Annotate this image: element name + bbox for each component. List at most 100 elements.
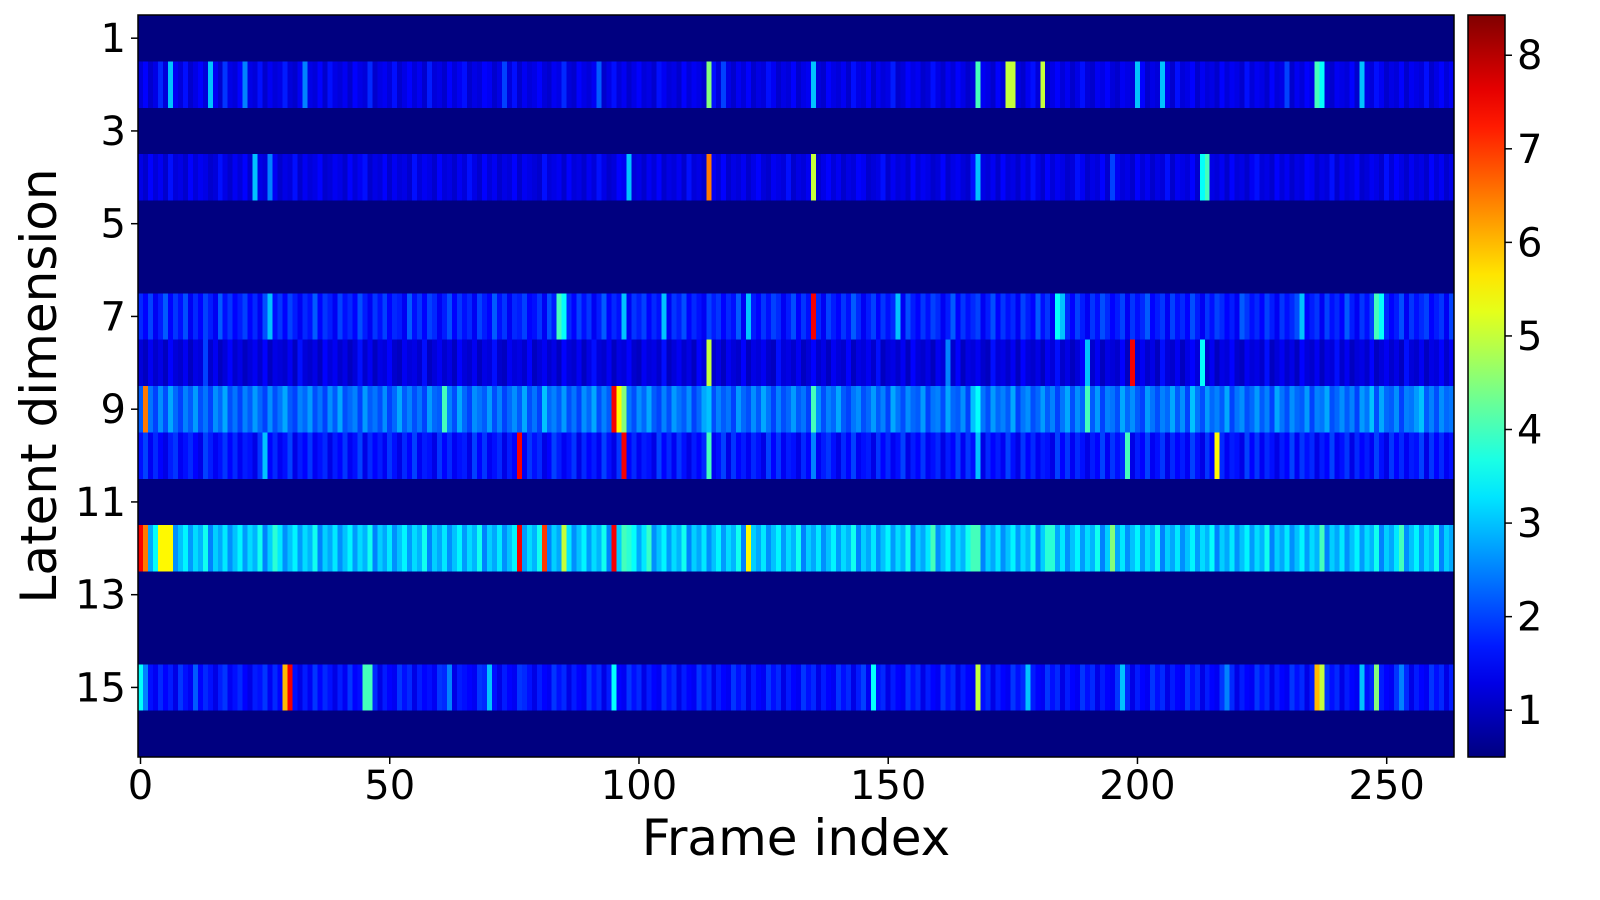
heat-cell: [1234, 61, 1241, 109]
heat-cell: [437, 107, 443, 155]
heat-cell: [855, 617, 862, 665]
heat-cell: [776, 293, 782, 341]
heat-cell: [1120, 710, 1126, 758]
heat-cell: [820, 293, 827, 341]
heat-cell: [626, 200, 632, 248]
heat-cell: [1219, 246, 1226, 294]
heat-cell: [845, 432, 852, 480]
heat-cell: [1324, 432, 1330, 480]
heat-cell: [192, 246, 199, 294]
heat-cell: [786, 525, 792, 572]
heat-cell: [1319, 154, 1325, 201]
heat-cell: [521, 525, 528, 572]
heat-cell: [1369, 107, 1375, 155]
heat-cell: [751, 710, 757, 758]
heat-cell: [716, 107, 722, 155]
heat-cell: [1289, 61, 1295, 109]
heat-cell: [212, 617, 219, 665]
heat-cell: [746, 617, 752, 665]
heat-cell: [1234, 617, 1241, 665]
heat-cell: [551, 478, 558, 526]
heat-cell: [432, 246, 438, 294]
heat-cell: [840, 339, 847, 387]
heat-cell: [870, 107, 877, 155]
heat-cell: [471, 478, 478, 526]
heat-cell: [1080, 664, 1086, 712]
heat-cell: [337, 154, 343, 201]
heat-cell: [985, 339, 991, 387]
heat-cell: [1015, 200, 1021, 248]
heat-cell: [342, 525, 348, 572]
heat-cell: [711, 293, 717, 341]
heat-cell: [1274, 246, 1280, 294]
heat-cell: [302, 200, 308, 248]
heat-cell: [920, 15, 927, 62]
heat-cell: [875, 15, 882, 62]
heat-cell: [362, 339, 368, 387]
heat-cell: [1449, 293, 1455, 341]
heat-cell: [302, 571, 308, 619]
heat-cell: [1129, 478, 1136, 526]
heat-cell: [950, 293, 956, 341]
heat-cell: [980, 200, 986, 248]
heat-cell: [905, 293, 912, 341]
heat-cell: [272, 154, 278, 201]
heat-cell: [177, 432, 184, 480]
heat-cell: [865, 200, 872, 248]
heat-cell: [1349, 200, 1355, 248]
heat-cell: [1055, 710, 1061, 758]
heat-cell: [651, 339, 657, 387]
heat-cell: [257, 154, 264, 201]
heat-cell: [905, 246, 912, 294]
heat-cell: [138, 61, 144, 109]
heat-cell: [581, 15, 588, 62]
heat-cell: [412, 154, 418, 201]
heat-cell: [1374, 293, 1380, 341]
heat-cell: [681, 339, 687, 387]
heat-cell: [1449, 61, 1455, 109]
heat-cell: [586, 15, 593, 62]
heat-cell: [317, 107, 323, 155]
heat-cell: [556, 432, 563, 480]
heat-cell: [1010, 15, 1016, 62]
heat-cell: [1199, 432, 1206, 480]
heat-cell: [332, 200, 338, 248]
heat-cell: [825, 664, 832, 712]
heat-cell: [1055, 107, 1061, 155]
heat-cell: [476, 61, 483, 109]
heat-cell: [791, 107, 797, 155]
heat-cell: [636, 617, 642, 665]
heat-cell: [1319, 571, 1325, 619]
heat-cell: [1095, 293, 1101, 341]
heat-cell: [187, 154, 194, 201]
heat-cell: [825, 386, 832, 433]
heat-cell: [940, 246, 946, 294]
heat-cell: [437, 339, 443, 387]
heat-cell: [616, 293, 622, 341]
heat-cell: [447, 432, 453, 480]
heat-cell: [746, 571, 752, 619]
heat-cell: [1005, 432, 1011, 480]
heat-cell: [791, 293, 797, 341]
heat-cell: [1449, 107, 1455, 155]
heat-cell: [377, 107, 383, 155]
heat-cell: [1139, 293, 1146, 341]
heat-cell: [990, 293, 996, 341]
heat-cell: [766, 525, 772, 572]
heat-cell: [422, 107, 428, 155]
heat-cell: [1324, 710, 1330, 758]
heat-cell: [786, 339, 792, 387]
heat-cell: [1169, 293, 1176, 341]
heat-cell: [412, 15, 418, 62]
heat-cell: [920, 293, 927, 341]
heat-cell: [1404, 525, 1410, 572]
heat-cell: [1259, 571, 1265, 619]
heat-cell: [327, 478, 333, 526]
heat-cell: [1294, 478, 1300, 526]
heat-cell: [462, 200, 468, 248]
heat-cell: [1319, 432, 1325, 480]
heat-cell: [1244, 478, 1251, 526]
heat-cell: [536, 432, 543, 480]
heat-cell: [501, 571, 508, 619]
heat-cell: [870, 525, 877, 572]
